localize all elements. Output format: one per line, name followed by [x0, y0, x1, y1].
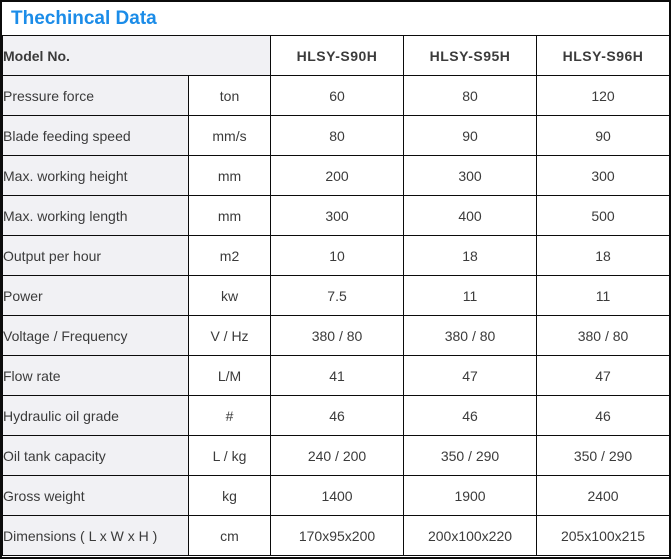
row-label: Blade feeding speed: [2, 115, 189, 156]
value-cell: 205x100x215: [536, 515, 669, 556]
row-label: Voltage / Frequency: [2, 315, 189, 356]
row-label: Max. working length: [2, 195, 189, 236]
value-cell: 11: [536, 275, 669, 316]
unit-cell: ton: [187, 75, 272, 116]
table-row: Max. working length mm 300 400 500: [2, 195, 669, 236]
value-cell: 2400: [536, 475, 669, 516]
value-cell: 47: [403, 355, 538, 396]
model-column-header: HLSY-S90H: [270, 35, 405, 76]
unit-cell: mm: [187, 155, 272, 196]
value-cell: 60: [270, 75, 405, 116]
value-cell: 90: [403, 115, 538, 156]
unit-cell: V / Hz: [187, 315, 272, 356]
table-row: Flow rate L/M 41 47 47: [2, 355, 669, 396]
value-cell: 46: [270, 395, 405, 436]
value-cell: 350 / 290: [536, 435, 669, 476]
unit-cell: cm: [187, 515, 272, 556]
value-cell: 240 / 200: [270, 435, 405, 476]
model-column-header: HLSY-S96H: [536, 35, 669, 76]
value-cell: 300: [536, 155, 669, 196]
row-label: Oil tank capacity: [2, 435, 189, 476]
unit-cell: mm/s: [187, 115, 272, 156]
unit-cell: L/M: [187, 355, 272, 396]
model-column-header: HLSY-S95H: [403, 35, 538, 76]
table-row: Voltage / Frequency V / Hz 380 / 80 380 …: [2, 315, 669, 356]
value-cell: 90: [536, 115, 669, 156]
model-no-header: Model No.: [2, 35, 272, 76]
value-cell: 500: [536, 195, 669, 236]
value-cell: 18: [536, 235, 669, 276]
value-cell: 380 / 80: [403, 315, 538, 356]
value-cell: 380 / 80: [536, 315, 669, 356]
row-label: Gross weight: [2, 475, 189, 516]
value-cell: 1400: [270, 475, 405, 516]
unit-cell: #: [187, 395, 272, 436]
table-row: Power kw 7.5 11 11: [2, 275, 669, 316]
row-label: Flow rate: [2, 355, 189, 396]
row-label: Hydraulic oil grade: [2, 395, 189, 436]
table-row: Gross weight kg 1400 1900 2400: [2, 475, 669, 516]
value-cell: 350 / 290: [403, 435, 538, 476]
unit-cell: kw: [187, 275, 272, 316]
table-row: Oil tank capacity L / kg 240 / 200 350 /…: [2, 435, 669, 476]
row-label: Dimensions ( L x W x H ): [2, 515, 189, 556]
table-row: Pressure force ton 60 80 120: [2, 75, 669, 116]
value-cell: 41: [270, 355, 405, 396]
row-label: Output per hour: [2, 235, 189, 276]
value-cell: 300: [403, 155, 538, 196]
value-cell: 170x95x200: [270, 515, 405, 556]
value-cell: 18: [403, 235, 538, 276]
table-row: Hydraulic oil grade # 46 46 46: [2, 395, 669, 436]
table-row: Dimensions ( L x W x H ) cm 170x95x200 2…: [2, 515, 669, 556]
value-cell: 46: [536, 395, 669, 436]
value-cell: 400: [403, 195, 538, 236]
value-cell: 7.5: [270, 275, 405, 316]
value-cell: 120: [536, 75, 669, 116]
value-cell: 200: [270, 155, 405, 196]
row-label: Power: [2, 275, 189, 316]
page-title: Thechincal Data: [2, 2, 669, 35]
value-cell: 11: [403, 275, 538, 316]
value-cell: 380 / 80: [270, 315, 405, 356]
value-cell: 1900: [403, 475, 538, 516]
unit-cell: kg: [187, 475, 272, 516]
table-row: Blade feeding speed mm/s 80 90 90: [2, 115, 669, 156]
value-cell: 47: [536, 355, 669, 396]
value-cell: 10: [270, 235, 405, 276]
unit-cell: m2: [187, 235, 272, 276]
table-header-row: Model No. HLSY-S90H HLSY-S95H HLSY-S96H: [2, 35, 669, 76]
row-label: Pressure force: [2, 75, 189, 116]
value-cell: 200x100x220: [403, 515, 538, 556]
unit-cell: L / kg: [187, 435, 272, 476]
table-row: Max. working height mm 200 300 300: [2, 155, 669, 196]
value-cell: 46: [403, 395, 538, 436]
unit-cell: mm: [187, 195, 272, 236]
table-row: Output per hour m2 10 18 18: [2, 235, 669, 276]
spec-table: Model No. HLSY-S90H HLSY-S95H HLSY-S96H …: [2, 35, 669, 556]
value-cell: 300: [270, 195, 405, 236]
value-cell: 80: [403, 75, 538, 116]
row-label: Max. working height: [2, 155, 189, 196]
value-cell: 80: [270, 115, 405, 156]
